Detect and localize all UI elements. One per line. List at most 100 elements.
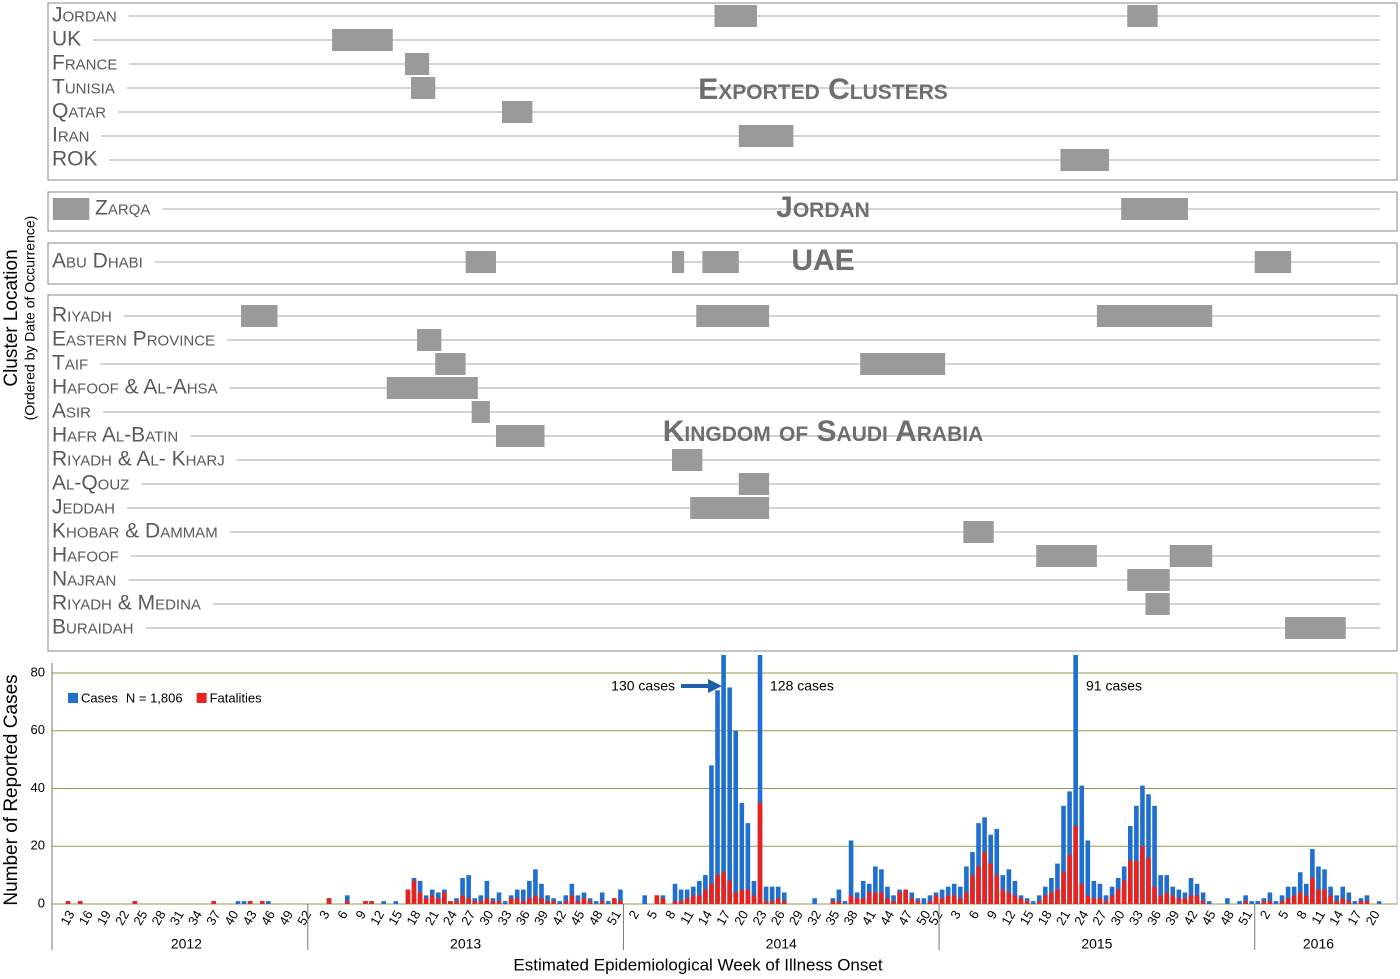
- cluster-span: [672, 449, 703, 471]
- panel-title: Jordan: [776, 191, 870, 224]
- case-bar: [1316, 866, 1321, 904]
- fatality-bar: [520, 901, 526, 904]
- cluster-name: Hafoof & Al-Ahsa: [52, 376, 218, 399]
- cluster-span: [52, 198, 90, 220]
- x-tick-label: 43: [239, 908, 259, 928]
- case-bar: [1012, 880, 1018, 904]
- case-bar: [605, 901, 611, 904]
- fatality-bar: [745, 889, 751, 904]
- x-tick-label: 35: [822, 908, 842, 928]
- fatality-bar: [472, 901, 478, 904]
- fatality-bar: [715, 875, 720, 904]
- cluster-panel: [47, 2, 1398, 181]
- x-tick-label: 44: [877, 908, 897, 928]
- x-tick-label: 6: [334, 908, 351, 922]
- fatality-bar: [429, 895, 435, 904]
- case-bar: [393, 901, 399, 904]
- cluster-span: [1285, 617, 1346, 639]
- fatality-bar: [1346, 901, 1352, 904]
- fatality-bar: [672, 901, 678, 904]
- x-tick-label: 18: [1035, 908, 1055, 928]
- fatality-bar: [581, 898, 587, 904]
- cluster-name: Qatar: [52, 100, 106, 123]
- fatality-bar: [1091, 898, 1097, 904]
- case-bar: [618, 889, 623, 904]
- case-bar: [921, 898, 927, 904]
- cluster-span: [495, 425, 545, 447]
- case-bar: [836, 889, 842, 904]
- fatality-bar: [326, 898, 332, 904]
- case-bar: [1176, 889, 1182, 904]
- fatality-bar: [1097, 898, 1103, 904]
- fatality-bar: [1127, 860, 1133, 904]
- case-bar: [1097, 883, 1103, 904]
- x-tick-label: 52: [925, 908, 945, 928]
- fatality-bar: [939, 898, 945, 904]
- cluster-axis-title: Cluster Location: [1, 249, 22, 386]
- fatality-bar: [247, 901, 253, 904]
- case-bar: [781, 892, 787, 904]
- fatality-bar: [417, 892, 423, 904]
- cluster-span: [1127, 5, 1158, 27]
- x-tick-label: 40: [221, 908, 241, 928]
- cluster-span: [435, 353, 466, 375]
- x-tick-label: 6: [965, 908, 982, 922]
- fatality-bar: [1267, 901, 1273, 904]
- case-bar: [599, 892, 605, 904]
- fatality-bar: [442, 892, 447, 904]
- x-tick-label: 47: [895, 908, 915, 928]
- x-tick-label: 20: [1362, 908, 1382, 928]
- fatality-bar: [545, 901, 550, 904]
- fatality-bar: [1103, 901, 1109, 904]
- panel-title: Exported Clusters: [698, 73, 948, 106]
- case-bar: [1279, 895, 1285, 904]
- case-bar: [563, 895, 569, 904]
- x-tick-label: 28: [148, 908, 168, 928]
- x-tick-label: 19: [94, 908, 114, 928]
- x-tick-label: 36: [1144, 908, 1164, 928]
- x-tick-label: 30: [476, 908, 496, 928]
- cluster-name: Buraidah: [52, 616, 134, 639]
- cluster-span: [502, 101, 533, 123]
- cluster-span: [465, 251, 496, 273]
- fatality-bar: [466, 898, 471, 904]
- case-bar: [533, 869, 538, 904]
- case-bar: [927, 895, 933, 904]
- fatality-bar: [733, 892, 739, 904]
- x-tick-label: 24: [440, 908, 460, 928]
- fatality-bar: [915, 901, 921, 904]
- cluster-span: [332, 29, 393, 51]
- year-label: 2016: [1303, 936, 1334, 952]
- fatality-bar: [1109, 895, 1115, 904]
- case-bar: [812, 898, 817, 904]
- panel-title: Kingdom of Saudi Arabia: [663, 415, 984, 448]
- case-bar: [1304, 883, 1309, 904]
- fatality-bar: [411, 880, 417, 904]
- annotation: 130 cases: [611, 678, 675, 694]
- cluster-name: Riyadh & Medina: [52, 592, 201, 615]
- fatality-bar: [1055, 889, 1060, 904]
- fatality-bar: [697, 895, 702, 904]
- fatality-bar: [1152, 886, 1157, 904]
- x-tick-label: 25: [130, 908, 150, 928]
- fatality-bar: [1322, 889, 1327, 904]
- fatality-bar: [1358, 901, 1364, 904]
- fatality-bar: [660, 898, 666, 904]
- x-tick-label: 36: [513, 908, 533, 928]
- cluster-span: [738, 473, 770, 495]
- fatality-bar: [1073, 826, 1078, 904]
- fatality-bar: [1012, 895, 1018, 904]
- fatality-bar: [909, 898, 915, 904]
- fatality-bar: [897, 892, 902, 904]
- x-tick-label: 17: [713, 908, 733, 928]
- case-bar: [642, 895, 647, 904]
- x-tick-label: 11: [1308, 908, 1328, 927]
- case-bar: [1352, 901, 1358, 904]
- annotation: 91 cases: [1086, 678, 1142, 694]
- fatality-bar: [132, 901, 138, 904]
- fatality-bar: [678, 901, 684, 904]
- case-bar: [976, 823, 981, 904]
- fatality-bar: [508, 898, 514, 904]
- x-tick-label: 17: [1344, 908, 1364, 928]
